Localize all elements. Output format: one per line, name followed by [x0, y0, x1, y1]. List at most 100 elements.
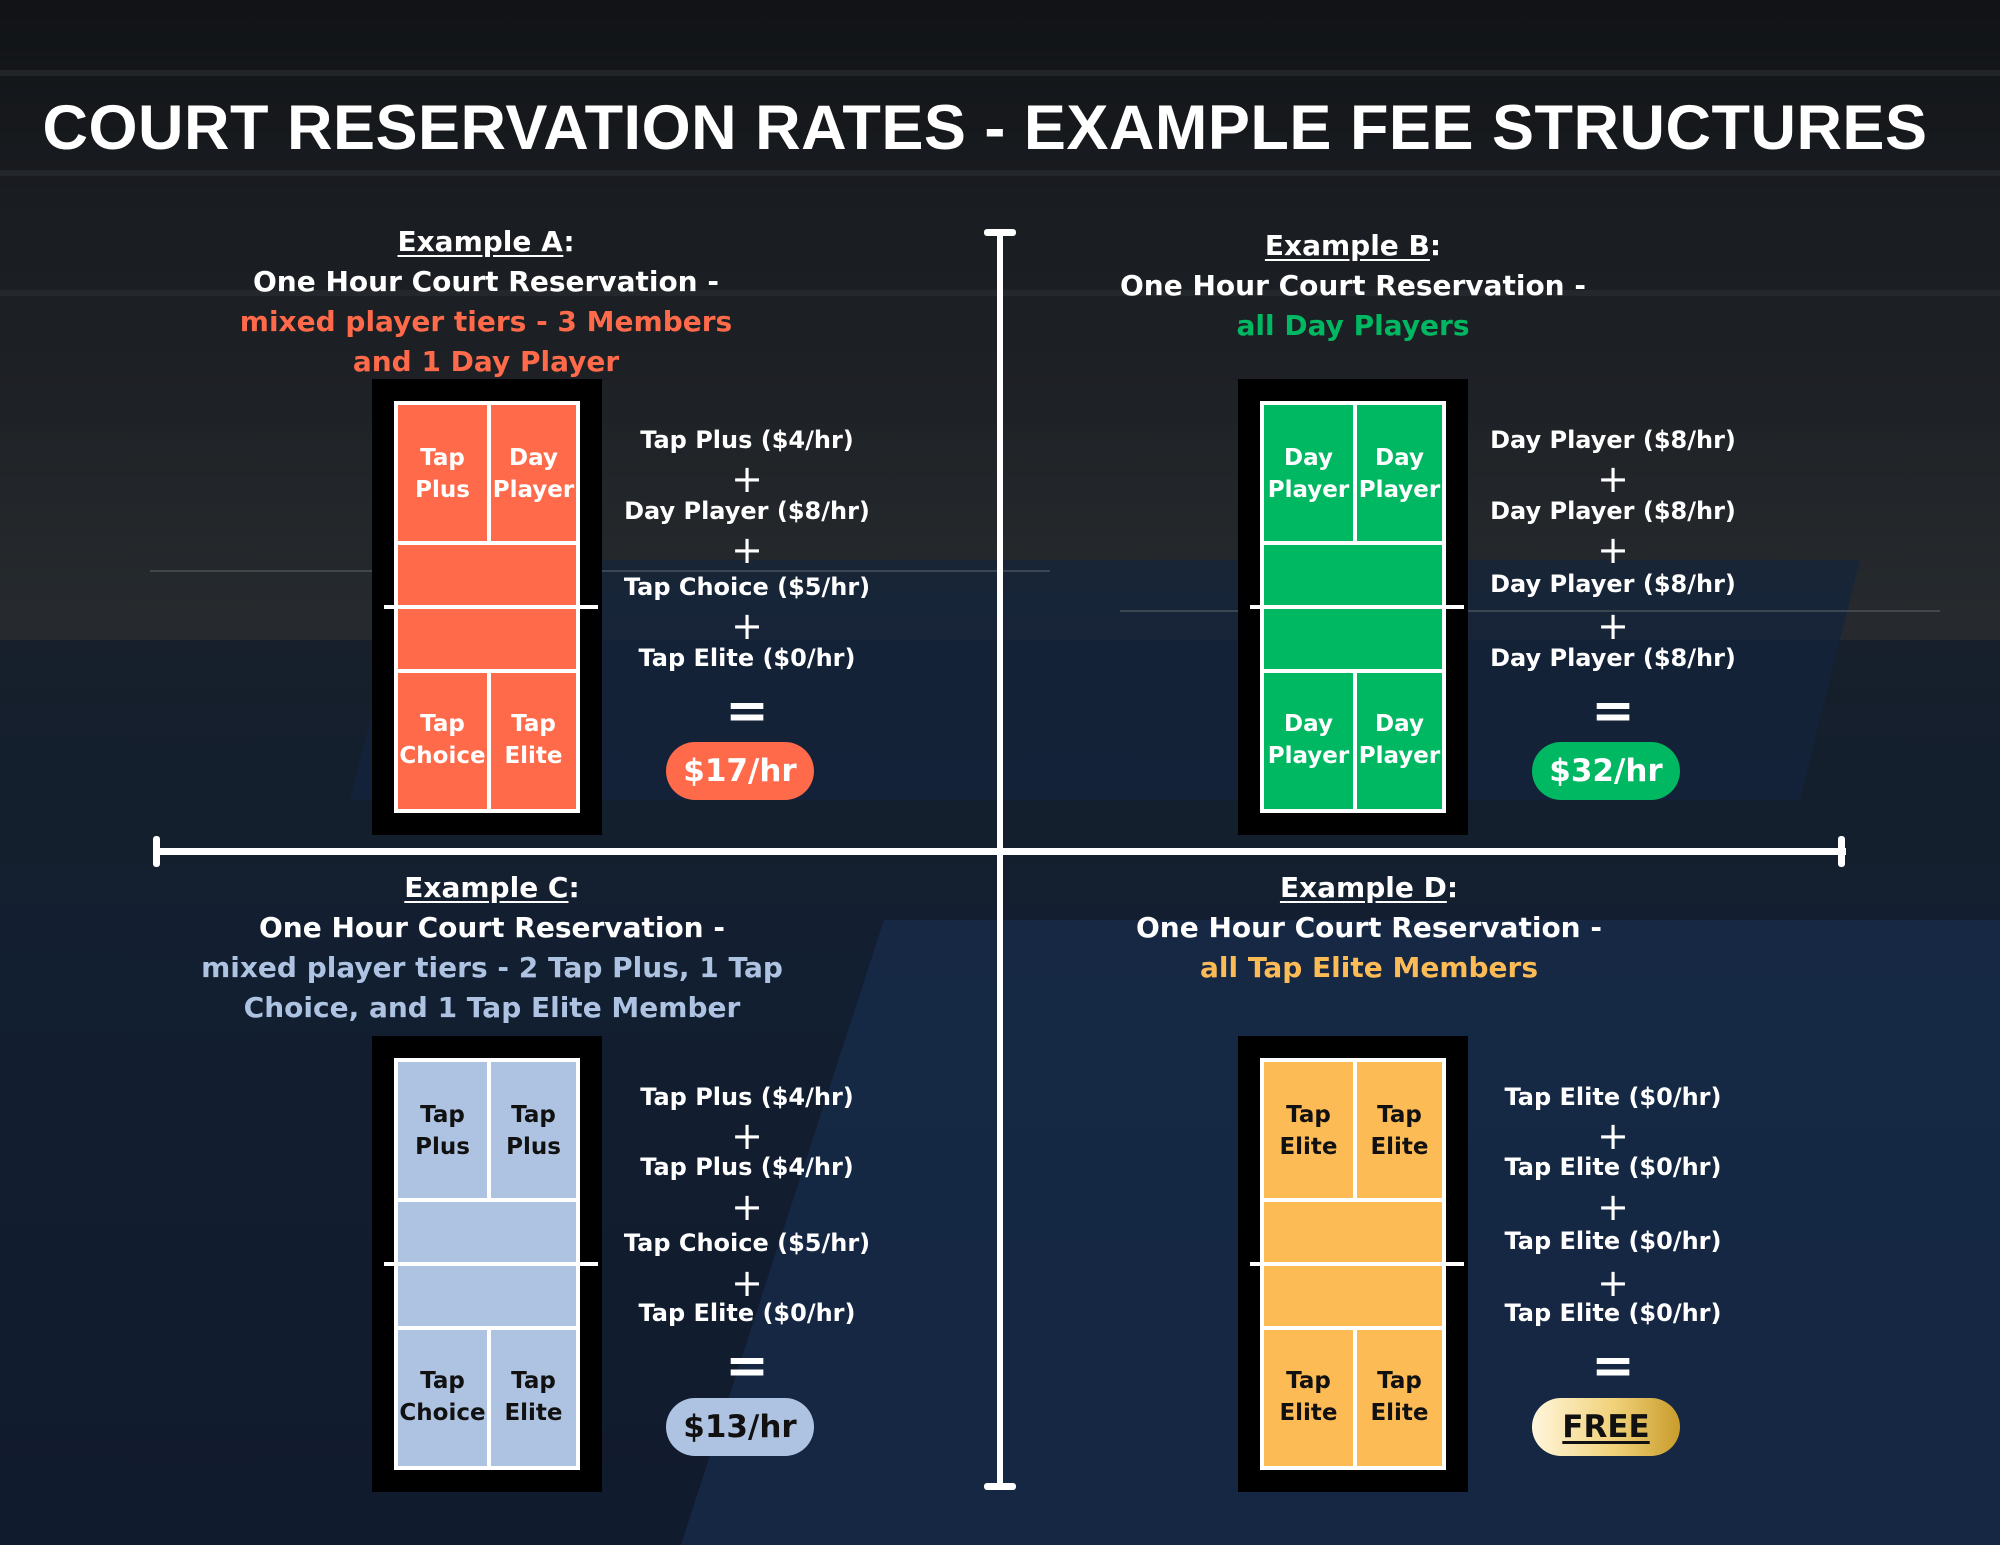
plus-sign: + [1597, 457, 1629, 501]
fee-line: Day Player ($8/hr) [624, 497, 870, 525]
fee-line: Day Player ($8/hr) [1490, 497, 1736, 525]
example-b-total: $32/hr [1532, 742, 1680, 800]
court-slot-bottom-left: Day Player [1267, 711, 1350, 769]
plus-sign: + [731, 1261, 763, 1305]
court-diagram: Tap Plus Day Player Tap Choice Tap Elite [384, 401, 598, 813]
ceiling-beam [0, 170, 2000, 176]
court-slot-bottom-left: Tap Elite [1279, 1368, 1338, 1426]
example-c-line1: One Hour Court Reservation - [259, 911, 725, 944]
kitchen-line [398, 1198, 576, 1202]
court-slot-top-left: Day Player [1267, 445, 1350, 503]
divider-cap [984, 1483, 1016, 1490]
example-d-line2: all Tap Elite Members [1200, 951, 1538, 984]
centre-line [487, 1328, 491, 1466]
court-slot-bottom-right: Day Player [1358, 711, 1441, 769]
centre-line [487, 405, 491, 543]
centre-line [487, 671, 491, 809]
example-d-total: FREE [1532, 1398, 1680, 1456]
example-a-line2: mixed player tiers - 3 Members [239, 305, 733, 338]
court-diagram: Tap Elite Tap Elite Tap Elite Tap Elite [1250, 1058, 1464, 1470]
court-diagram: Tap Plus Tap Plus Tap Choice Tap Elite [384, 1058, 598, 1470]
fee-line: Tap Plus ($4/hr) [640, 1153, 854, 1181]
plus-sign: + [731, 1114, 763, 1158]
example-d-line1: One Hour Court Reservation - [1136, 911, 1602, 944]
plus-sign: + [1597, 604, 1629, 648]
court-slot-top-right: Day Player [1358, 445, 1441, 503]
example-a-court: Tap Plus Day Player Tap Choice Tap Elite [372, 379, 602, 835]
kitchen-line [1264, 669, 1442, 673]
background-net [1120, 610, 1940, 612]
fee-line: Tap Choice ($5/hr) [623, 573, 871, 601]
vertical-divider [997, 232, 1003, 1487]
example-d-heading: Example D: One Hour Court Reservation - … [1069, 868, 1669, 988]
example-c-heading: Example C: One Hour Court Reservation - … [192, 868, 792, 1028]
court-net [1250, 1262, 1464, 1266]
plus-sign: + [731, 1185, 763, 1229]
example-b-line1: One Hour Court Reservation - [1120, 269, 1586, 302]
example-c-line2: mixed player tiers - 2 Tap Plus, 1 Tap [201, 951, 783, 984]
example-d-court: Tap Elite Tap Elite Tap Elite Tap Elite [1238, 1036, 1468, 1492]
kitchen-line [1264, 541, 1442, 545]
example-c-court: Tap Plus Tap Plus Tap Choice Tap Elite [372, 1036, 602, 1492]
fee-line: Tap Elite ($0/hr) [1504, 1083, 1722, 1111]
court-slot-top-left: Tap Plus [415, 445, 470, 503]
example-c-title: Example C: [404, 871, 580, 904]
court-diagram: Day Player Day Player Day Player Day Player [1250, 401, 1464, 813]
equals-sign: = [1591, 681, 1635, 741]
centre-line [1353, 1062, 1357, 1200]
divider-cap [153, 836, 160, 867]
divider-cap [984, 229, 1016, 236]
kitchen-line [1264, 1326, 1442, 1330]
plus-sign: + [1597, 1261, 1629, 1305]
fee-line: Day Player ($8/hr) [1490, 644, 1736, 672]
plus-sign: + [731, 457, 763, 501]
fee-line: Tap Elite ($0/hr) [638, 644, 856, 672]
court-slot-bottom-left: Tap Choice [399, 711, 486, 769]
court-slot-bottom-right: Tap Elite [504, 1368, 563, 1426]
example-b-line2: all Day Players [1236, 309, 1470, 342]
example-d-title: Example D: [1279, 871, 1459, 904]
example-c-line3: Choice, and 1 Tap Elite Member [243, 991, 741, 1024]
centre-line [1353, 1328, 1357, 1466]
equals-sign: = [1591, 1336, 1635, 1396]
centre-line [1353, 405, 1357, 543]
court-net [384, 605, 598, 609]
court-net [384, 1262, 598, 1266]
fee-line: Tap Choice ($5/hr) [623, 1229, 871, 1257]
example-b-court: Day Player Day Player Day Player Day Player [1238, 379, 1468, 835]
fee-line: Tap Elite ($0/hr) [1504, 1227, 1722, 1255]
court-slot-bottom-right: Tap Elite [1370, 1368, 1429, 1426]
equals-sign: = [725, 1336, 769, 1396]
fee-line: Tap Elite ($0/hr) [638, 1299, 856, 1327]
plus-sign: + [731, 604, 763, 648]
example-a-line3: and 1 Day Player [352, 345, 620, 378]
example-b-heading: Example B: One Hour Court Reservation - … [1053, 226, 1653, 346]
fee-line: Tap Elite ($0/hr) [1504, 1153, 1722, 1181]
example-a-title: Example A: [397, 225, 575, 258]
court-slot-bottom-left: Tap Choice [399, 1368, 486, 1426]
fee-line: Tap Elite ($0/hr) [1504, 1299, 1722, 1327]
equals-sign: = [725, 681, 769, 741]
court-slot-top-left: Tap Plus [415, 1102, 470, 1160]
kitchen-line [398, 1326, 576, 1330]
fee-line: Day Player ($8/hr) [1490, 570, 1736, 598]
centre-line [1353, 671, 1357, 809]
example-a-line1: One Hour Court Reservation - [253, 265, 719, 298]
example-a-heading: Example A: One Hour Court Reservation - … [186, 222, 786, 382]
court-slot-top-right: Tap Elite [1370, 1102, 1429, 1160]
plus-sign: + [731, 528, 763, 572]
court-net [1250, 605, 1464, 609]
court-slot-top-right: Tap Plus [506, 1102, 561, 1160]
fee-line: Day Player ($8/hr) [1490, 426, 1736, 454]
example-b-title: Example B: [1264, 229, 1442, 262]
example-c-total: $13/hr [666, 1398, 814, 1456]
divider-cap [1838, 836, 1845, 867]
ceiling-beam [0, 70, 2000, 76]
kitchen-line [1264, 1198, 1442, 1202]
plus-sign: + [1597, 528, 1629, 572]
court-slot-top-right: Day Player [492, 445, 575, 503]
court-slot-bottom-right: Tap Elite [504, 711, 563, 769]
example-a-total: $17/hr [666, 742, 814, 800]
centre-line [487, 1062, 491, 1200]
fee-line: Tap Plus ($4/hr) [640, 426, 854, 454]
